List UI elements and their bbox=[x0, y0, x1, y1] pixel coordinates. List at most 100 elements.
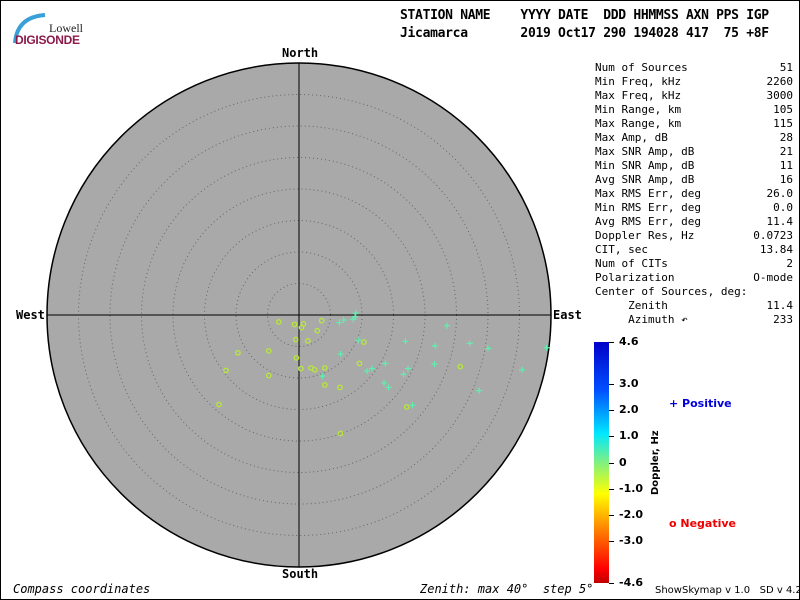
negative-source-point bbox=[318, 317, 325, 324]
stat-row: Polarization O-mode bbox=[595, 271, 793, 285]
stat-label: Min RMS Err, deg bbox=[595, 201, 701, 214]
colorbar-tick-label: 1.0 bbox=[619, 429, 639, 443]
stat-row: Min SNR Amp, dB 11 bbox=[595, 159, 793, 173]
stat-value: 11.4 bbox=[766, 215, 794, 228]
stat-value: 26.0 bbox=[766, 187, 794, 200]
legend-negative-label: Negative bbox=[680, 517, 737, 530]
colorbar-tick bbox=[609, 462, 614, 464]
positive-source-point bbox=[340, 317, 347, 324]
logo-lowell: Lowell bbox=[49, 21, 83, 35]
stat-value: 13.84 bbox=[759, 243, 793, 256]
coord-note: Compass coordinates bbox=[13, 582, 151, 596]
stat-row: Min Range, km 105 bbox=[595, 103, 793, 117]
colorbar-label: Doppler, Hz bbox=[650, 430, 661, 495]
stat-label: Max Range, km bbox=[595, 117, 682, 130]
stat-value: 16 bbox=[779, 173, 793, 186]
stat-label: Azimuth ↶ bbox=[595, 313, 688, 326]
colorbar-tick-label: -1.0 bbox=[619, 481, 644, 495]
plus-icon: + bbox=[669, 397, 683, 410]
positive-source-point bbox=[336, 319, 343, 326]
positive-source-point bbox=[444, 322, 451, 329]
stat-label: Min Range, km bbox=[595, 103, 682, 116]
stat-label: Zenith bbox=[595, 299, 668, 312]
stat-label: Num of Sources bbox=[595, 61, 688, 74]
negative-source-point bbox=[298, 324, 305, 331]
colorbar-tick bbox=[609, 410, 614, 412]
stat-value: 11 bbox=[779, 159, 793, 172]
positive-source-point bbox=[519, 366, 526, 373]
stat-row: Center of Sources, deg: bbox=[595, 285, 793, 299]
stat-label: Doppler Res, Hz bbox=[595, 229, 695, 242]
stat-row: Max Freq, kHz 3000 bbox=[595, 89, 793, 103]
legend-positive: + Positive bbox=[669, 397, 732, 410]
colorbar-tick-label: -4.6 bbox=[619, 576, 644, 589]
circle-icon: o bbox=[669, 517, 681, 530]
positive-source-point bbox=[352, 313, 359, 320]
legend-positive-label: Positive bbox=[682, 397, 732, 410]
negative-source-point bbox=[311, 366, 318, 373]
stat-label: Max RMS Err, deg bbox=[595, 187, 701, 200]
stat-value: 28 bbox=[779, 131, 793, 144]
version-label: ShowSkymap v 1.0 SD v 4.2 bbox=[655, 585, 800, 596]
stat-label: Max Freq, kHz bbox=[595, 89, 682, 102]
negative-source-point bbox=[265, 372, 272, 379]
negative-source-point bbox=[223, 367, 229, 374]
stats-panel: Num of Sources 51 Min Freq, kHz 2260 Max Fre… bbox=[595, 61, 793, 327]
negative-source-point bbox=[314, 327, 321, 334]
negative-source-point bbox=[292, 336, 299, 343]
negative-source-point bbox=[321, 365, 328, 371]
stat-row: CIT, sec 13.84 bbox=[595, 243, 793, 257]
stat-row: Max Range, km 115 bbox=[595, 117, 793, 131]
stat-row: Min RMS Err, deg 0.0 bbox=[595, 201, 793, 215]
stat-row: Max RMS Err, deg 26.0 bbox=[595, 187, 793, 201]
positive-source-point bbox=[352, 310, 359, 317]
west-label: West bbox=[16, 308, 45, 322]
colorbar-tick-label: 4.6 bbox=[619, 335, 639, 348]
stat-row: Min Freq, kHz 2260 bbox=[595, 75, 793, 89]
positive-source-point bbox=[385, 384, 392, 391]
stat-row: Doppler Res, Hz 0.0723 bbox=[595, 229, 793, 243]
legend-negative: o Negative bbox=[669, 517, 736, 530]
stat-label: Center of Sources, deg: bbox=[595, 285, 748, 298]
negative-source-point bbox=[337, 384, 343, 391]
negative-source-point bbox=[304, 337, 311, 344]
positive-source-point bbox=[543, 344, 550, 351]
positive-source-point bbox=[355, 337, 362, 344]
positive-source-point bbox=[432, 342, 439, 349]
stat-label: Num of CITs bbox=[595, 257, 668, 270]
colorbar-tick bbox=[609, 436, 614, 438]
positive-source-point bbox=[337, 351, 344, 358]
negative-source-point bbox=[321, 382, 328, 388]
negative-source-point bbox=[275, 319, 282, 325]
positive-source-point bbox=[431, 361, 438, 368]
stat-value: 0.0 bbox=[773, 201, 793, 214]
positive-source-point bbox=[369, 365, 376, 372]
colorbar-tick bbox=[609, 383, 614, 385]
positive-source-point bbox=[382, 360, 389, 367]
zenith-note: Zenith: max 40° step 5° bbox=[420, 582, 594, 596]
negative-source-point bbox=[298, 365, 304, 372]
north-label: North bbox=[282, 46, 319, 60]
colorbar-tick bbox=[609, 514, 614, 516]
positive-source-point bbox=[319, 373, 326, 380]
colorbar-tick-label: 3.0 bbox=[619, 376, 639, 390]
colorbar-tick bbox=[609, 541, 614, 543]
colorbar-tick-label: 0 bbox=[619, 455, 627, 469]
stat-value: 3000 bbox=[766, 89, 794, 102]
colorbar-tick-label: 2.0 bbox=[619, 403, 639, 417]
positive-source-point bbox=[402, 338, 409, 345]
positive-source-point bbox=[404, 365, 411, 372]
negative-source-point bbox=[356, 360, 363, 367]
positive-source-point bbox=[485, 345, 491, 352]
stat-row: Avg RMS Err, deg 11.4 bbox=[595, 215, 793, 229]
stat-value: 2260 bbox=[766, 75, 794, 88]
stat-row: Avg SNR Amp, dB 16 bbox=[595, 173, 793, 187]
negative-source-point bbox=[235, 349, 241, 356]
stat-row: Azimuth ↶ 233 bbox=[595, 313, 793, 327]
stat-value: 233 bbox=[773, 313, 793, 326]
logo-arc-icon bbox=[13, 13, 46, 44]
stat-row: Max SNR Amp, dB 21 bbox=[595, 145, 793, 159]
negative-source-point bbox=[291, 321, 298, 328]
negative-source-point bbox=[216, 401, 222, 408]
